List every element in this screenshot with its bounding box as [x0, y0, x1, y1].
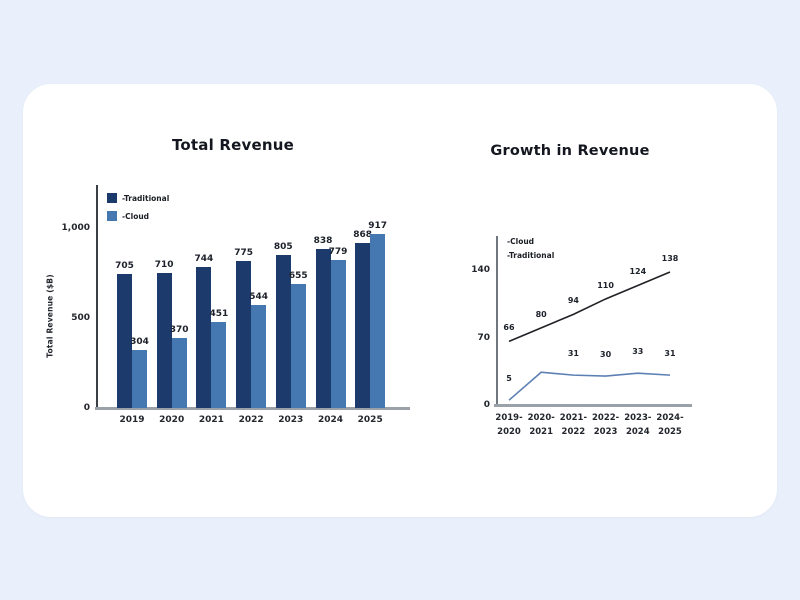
bar-traditional-2022 [236, 260, 252, 408]
growth-in-revenue-title: Growth in Revenue [490, 143, 650, 159]
cloud-growth-line [508, 271, 671, 343]
point-label-traditional-2: 31 [567, 349, 579, 359]
growth-legend-label-cloud: -Cloud [507, 237, 535, 246]
growth-x-label-2023: 2022- 2023 [592, 413, 620, 437]
x-label-2022: 2022 [238, 415, 264, 425]
bar-label-cloud-2019: 304 [130, 337, 149, 348]
point-label-cloud-2: 94 [567, 296, 579, 306]
growth-y-tick-140: 140 [471, 265, 490, 276]
bar-label-traditional-2025: 868 [353, 230, 373, 241]
growth-lines [508, 271, 671, 401]
bar-traditional-2019 [117, 274, 132, 408]
point-label-traditional-0: 5 [506, 374, 512, 384]
bar-label-traditional-2019: 705 [115, 261, 134, 272]
bar-cloud-2021 [211, 322, 227, 408]
x-label-2020: 2020 [159, 415, 185, 425]
traditional-growth-line [508, 371, 671, 401]
bar-cloud-2019 [132, 350, 147, 408]
total-revenue-title: Total Revenue [171, 136, 295, 154]
bar-label-traditional-2024: 838 [313, 235, 333, 246]
growth-legend-label-traditional: -Traditional [507, 251, 555, 260]
legend-item-traditional: -Traditional [107, 193, 169, 203]
bar-label-traditional-2023: 805 [273, 242, 293, 253]
total-revenue-y-axis [96, 185, 98, 409]
growth-x-label-2025: 2024- 2025 [656, 413, 684, 437]
x-label-2024: 2024 [317, 415, 344, 425]
bar-label-cloud-2021: 451 [209, 309, 229, 320]
growth-x-axis [494, 404, 692, 407]
bar-label-traditional-2020: 710 [154, 260, 174, 271]
x-label-2019: 2019 [119, 415, 145, 425]
bar-label-traditional-2022: 775 [234, 247, 253, 258]
point-label-traditional-5: 31 [664, 349, 676, 359]
point-label-traditional-3: 30 [600, 350, 612, 360]
bar-cloud-2022 [251, 304, 267, 408]
bar-label-cloud-2020: 370 [169, 324, 189, 335]
y-tick-0: 0 [83, 403, 90, 413]
growth-y-tick-0: 0 [483, 400, 490, 410]
total-revenue-x-axis [95, 407, 410, 410]
point-label-cloud-5: 138 [661, 253, 679, 263]
x-label-2023: 2023 [278, 415, 304, 425]
bar-label-cloud-2022: 544 [249, 291, 268, 302]
bar-traditional-2020 [156, 273, 172, 408]
point-label-traditional-4: 33 [632, 347, 644, 357]
bar-traditional-2025 [355, 243, 371, 408]
x-label-2025: 2025 [357, 415, 383, 425]
legend-item-cloud: -Cloud [107, 211, 149, 221]
bar-label-cloud-2025: 917 [368, 220, 388, 231]
x-label-2021: 2021 [198, 415, 224, 425]
point-label-cloud-0: 66 [503, 323, 515, 333]
point-label-cloud-4: 124 [629, 267, 647, 277]
growth-x-label-2020: 2019- 2020 [495, 413, 523, 437]
bar-traditional-2023 [275, 255, 291, 408]
bar-label-cloud-2023: 655 [288, 270, 308, 281]
bar-cloud-2025 [370, 233, 386, 408]
y-tick-1000: 1,000 [61, 223, 90, 233]
growth-x-label-2021: 2020- 2021 [527, 413, 555, 437]
bar-cloud-2020 [171, 337, 187, 408]
growth-y-tick-70: 70 [477, 332, 490, 343]
bar-cloud-2023 [290, 283, 306, 408]
dashboard-card: Total Revenue Total Revenue ($B) -Tradit… [23, 84, 777, 517]
growth-x-label-2024: 2023- 2024 [624, 413, 652, 437]
bar-cloud-2024 [330, 259, 346, 408]
legend-swatch-cloud [107, 211, 117, 221]
y-tick-500: 500 [71, 313, 90, 323]
growth-y-axis [496, 236, 498, 406]
legend-swatch-traditional [107, 193, 117, 203]
point-label-cloud-3: 110 [597, 280, 614, 290]
growth-x-label-2022: 2021- 2022 [559, 413, 587, 437]
point-label-cloud-1: 80 [535, 309, 547, 319]
bar-traditional-2024 [315, 248, 331, 408]
legend-label-cloud: -Cloud [122, 211, 150, 221]
legend-label-traditional: -Traditional [122, 193, 170, 203]
bar-label-cloud-2024: 779 [328, 246, 348, 257]
bar-label-traditional-2021: 744 [194, 253, 214, 264]
bar-traditional-2021 [196, 266, 212, 408]
